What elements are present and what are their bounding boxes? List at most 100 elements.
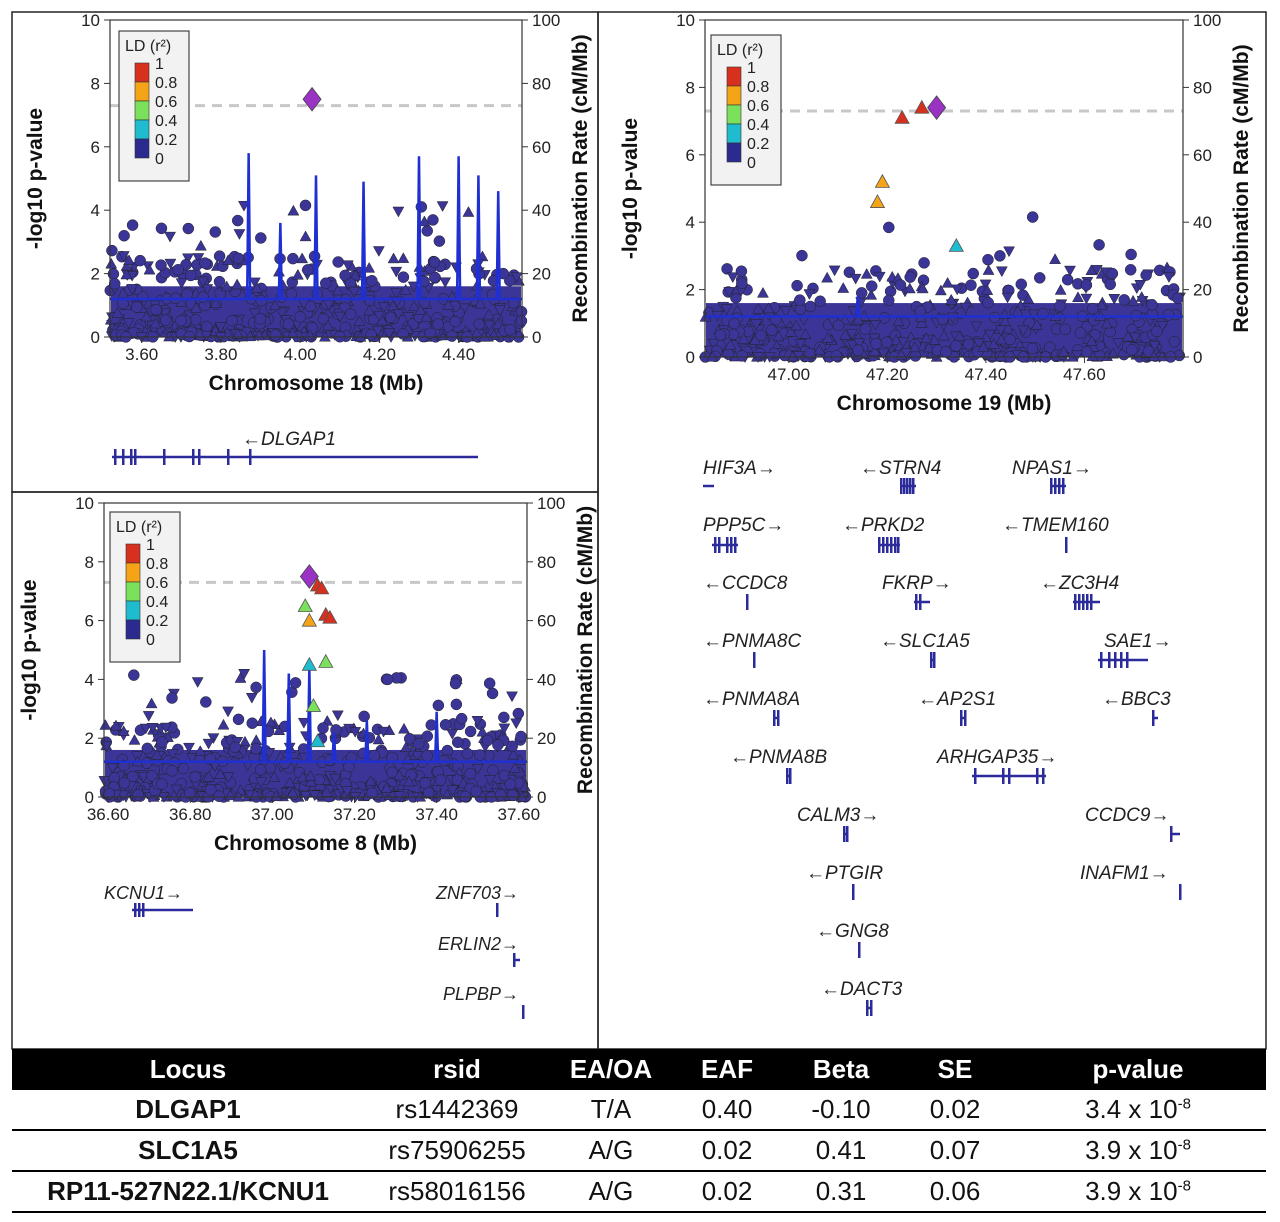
snp-point xyxy=(471,763,484,775)
background-snp-cloud xyxy=(98,669,532,804)
snp-point xyxy=(849,273,862,285)
gene-label: ←PNMA8C xyxy=(703,631,801,652)
snp-point xyxy=(493,305,506,317)
cell-beta: -0.10 xyxy=(782,1090,900,1131)
snp-point xyxy=(197,276,209,288)
snp-point xyxy=(519,780,531,792)
legend-box xyxy=(118,30,190,182)
snp-point xyxy=(736,350,748,362)
snp-point xyxy=(108,278,121,290)
snp-point xyxy=(156,736,168,748)
snp-point xyxy=(821,271,834,283)
snp-point xyxy=(723,287,736,298)
y2-tick-label: 60 xyxy=(537,612,556,631)
snp-point xyxy=(402,775,415,787)
snp-point xyxy=(291,268,304,280)
gene-label: ←GNG8 xyxy=(816,921,889,942)
gene-exon xyxy=(522,1005,525,1019)
snp-point xyxy=(155,222,168,235)
snp-point xyxy=(938,329,950,341)
y-tick-label: 10 xyxy=(75,494,94,513)
snp-point xyxy=(318,330,331,342)
snp-point xyxy=(837,282,850,293)
snp-point xyxy=(434,774,447,786)
cell-se: 0.06 xyxy=(900,1171,1010,1213)
snp-point xyxy=(427,214,439,226)
x-tick-label: 4.40 xyxy=(442,345,475,364)
snp-point xyxy=(1074,327,1087,339)
highlighted-snp xyxy=(874,173,891,188)
snp-point xyxy=(424,327,436,340)
snp-point xyxy=(1054,300,1066,312)
snp-point xyxy=(1001,292,1014,304)
gene-label: SAE1→ xyxy=(1104,631,1172,652)
snp-point xyxy=(724,338,737,350)
snp-point xyxy=(449,315,462,328)
ld-legend: LD (r²)1 0.8 0.6 0.4 0.2 0 xyxy=(109,511,181,663)
snp-point xyxy=(796,249,808,262)
snp-point xyxy=(506,740,518,753)
y2-tick-label: 100 xyxy=(1193,11,1221,30)
snp-point xyxy=(1148,340,1161,352)
gene-exon xyxy=(906,478,909,494)
y-tick-label: 0 xyxy=(85,788,94,807)
legend-title: LD (r²) xyxy=(717,42,763,59)
legend-swatch xyxy=(125,543,141,564)
snp-point xyxy=(941,276,954,288)
x-tick-label: 3.60 xyxy=(125,345,158,364)
snp-point xyxy=(397,271,410,283)
snp-point xyxy=(372,733,385,745)
snp-point xyxy=(1156,321,1169,332)
snp-point xyxy=(214,768,227,779)
legend-label: 0.8 xyxy=(146,556,168,573)
snp-point xyxy=(878,312,891,324)
snp-point xyxy=(483,320,496,332)
snp-point xyxy=(507,297,520,309)
background-snp-cloud xyxy=(104,199,528,344)
gene-exon xyxy=(890,537,893,553)
snp-point xyxy=(387,300,400,311)
snp-point xyxy=(852,344,864,356)
y2-tick-label: 60 xyxy=(1193,146,1212,165)
gene-exon xyxy=(1170,826,1173,842)
gene-exon xyxy=(142,903,145,917)
snp-point xyxy=(231,214,244,227)
snp-point xyxy=(200,696,212,708)
snp-point xyxy=(139,723,152,735)
snp-point xyxy=(279,757,291,769)
snp-point xyxy=(977,341,990,352)
snp-point xyxy=(483,677,496,690)
snp-point xyxy=(982,253,994,266)
cell-eaf: 0.02 xyxy=(672,1171,782,1213)
snp-point xyxy=(134,254,146,267)
gene-exon xyxy=(915,594,918,610)
gene-exon xyxy=(1090,594,1093,610)
snp-point xyxy=(217,718,230,730)
snp-point xyxy=(865,288,878,300)
col-header-eaf: EAF xyxy=(672,1049,782,1090)
snp-point xyxy=(183,787,196,799)
snp-point xyxy=(140,757,153,769)
cell-ea-oa: T/A xyxy=(550,1090,672,1131)
snp-point xyxy=(418,215,431,227)
snp-point xyxy=(141,742,154,755)
gene-exon xyxy=(900,478,903,494)
x-tick-label: 47.40 xyxy=(965,365,1008,384)
gene-exon xyxy=(134,449,137,465)
snp-point xyxy=(1163,272,1175,283)
snp-point xyxy=(155,259,167,271)
cell-ea-oa: A/G xyxy=(550,1171,672,1213)
col-header-beta: Beta xyxy=(782,1049,900,1090)
snp-point xyxy=(779,306,792,318)
y2-tick-label: 40 xyxy=(1193,213,1212,232)
plot-frame xyxy=(704,19,1184,358)
snp-point xyxy=(436,201,449,212)
snp-point xyxy=(1033,272,1046,284)
gene-exon xyxy=(894,537,897,553)
snp-point xyxy=(414,304,427,315)
snp-point xyxy=(839,329,852,340)
gene-exon xyxy=(726,537,729,553)
lead-snp-diamond xyxy=(927,95,947,120)
gene-exon xyxy=(960,710,963,726)
